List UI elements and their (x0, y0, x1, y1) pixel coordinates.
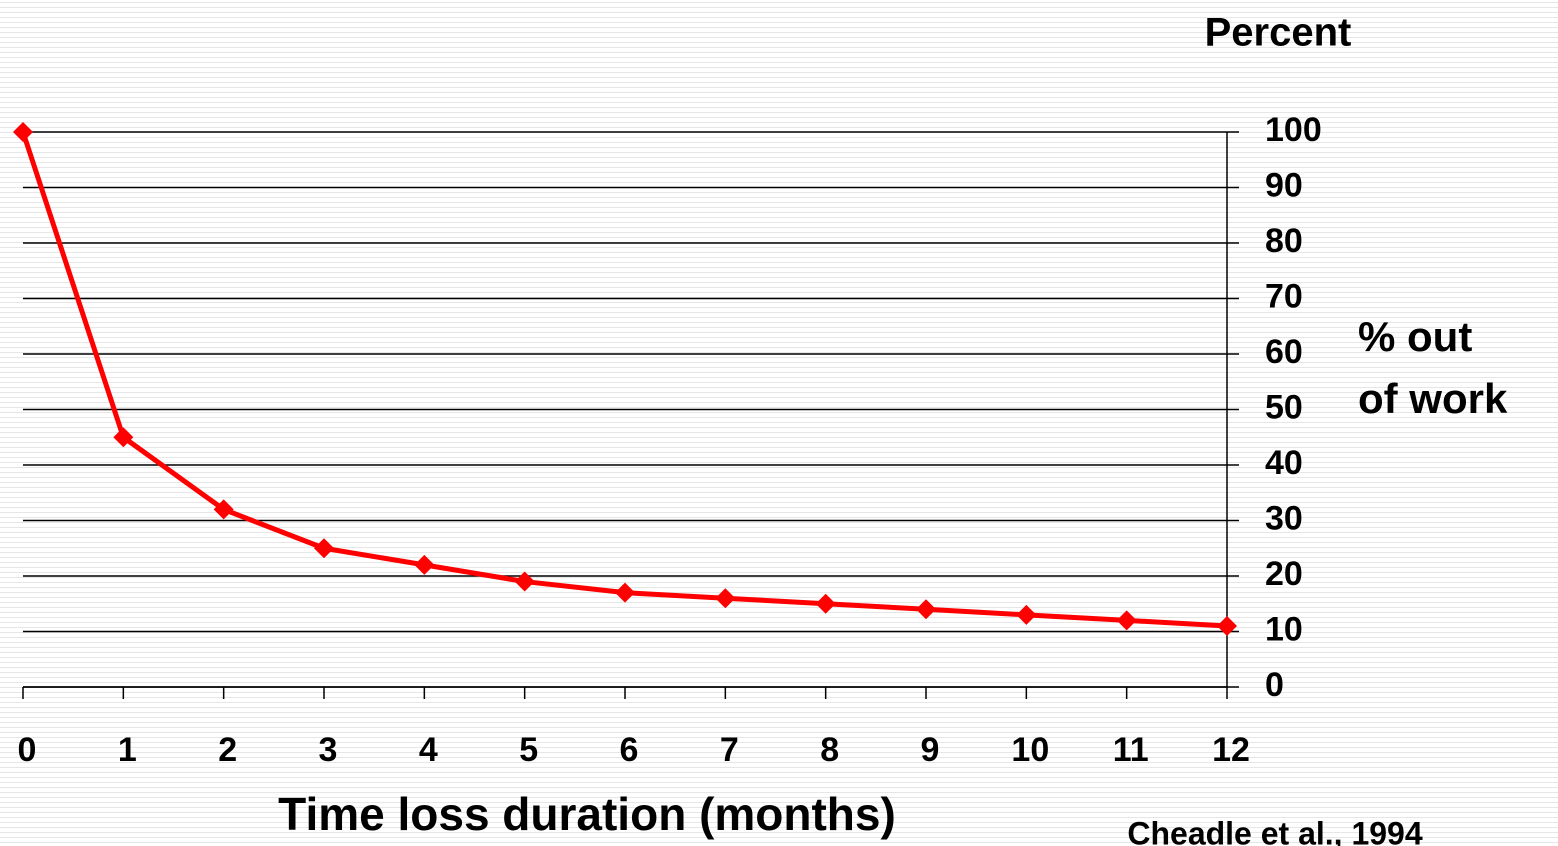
y-tick-label: 100 (1265, 111, 1322, 149)
source-note: Cheadle et al., 1994 (1127, 815, 1422, 846)
x-tick-label: 2 (218, 731, 237, 769)
y-tick-label: 40 (1265, 444, 1303, 482)
y-tick-label: 10 (1265, 610, 1303, 648)
x-tick-label: 8 (820, 731, 839, 769)
x-tick-label: 6 (620, 731, 639, 769)
background (0, 0, 1558, 846)
y-axis-title: Percent (1205, 11, 1352, 55)
x-tick-label: 7 (720, 731, 739, 769)
y-tick-label: 50 (1265, 388, 1303, 426)
y-tick-label: 70 (1265, 277, 1303, 315)
chart: Percent % out of work Time loss duration… (0, 0, 1558, 846)
y-tick-label: 90 (1265, 166, 1303, 204)
x-tick-label: 12 (1212, 731, 1250, 769)
page: Percent % out of work Time loss duration… (0, 0, 1558, 846)
x-tick-label: 9 (921, 731, 940, 769)
y-tick-label: 80 (1265, 222, 1303, 260)
x-tick-label: 11 (1113, 731, 1149, 769)
x-tick-label: 5 (519, 731, 538, 769)
y-tick-label: 20 (1265, 555, 1303, 593)
annotation: % out (1358, 313, 1472, 360)
x-tick-label: 1 (118, 731, 137, 769)
y-tick-label: 30 (1265, 499, 1303, 537)
x-tick-label: 0 (18, 731, 37, 769)
annotation: of work (1358, 375, 1508, 422)
y-tick-label: 0 (1265, 666, 1284, 704)
y-tick-label: 60 (1265, 333, 1303, 371)
x-tick-label: 10 (1011, 731, 1049, 769)
x-tick-label: 3 (319, 731, 338, 769)
x-tick-label: 4 (419, 731, 438, 769)
x-axis-title: Time loss duration (months) (278, 788, 896, 840)
